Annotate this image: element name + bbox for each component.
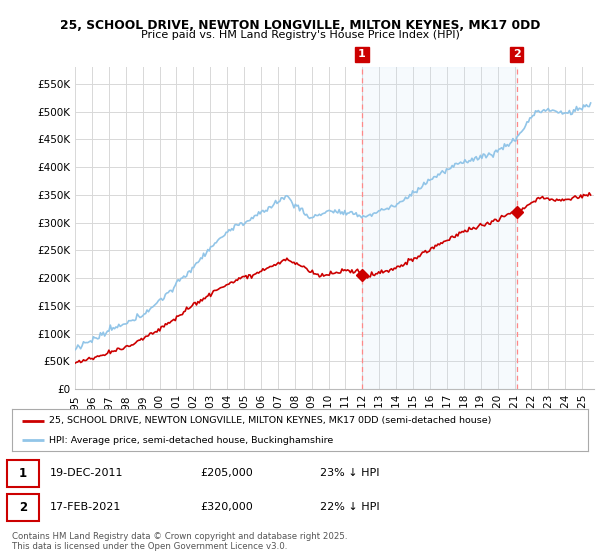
Text: 25, SCHOOL DRIVE, NEWTON LONGVILLE, MILTON KEYNES, MK17 0DD: 25, SCHOOL DRIVE, NEWTON LONGVILLE, MILT… [60, 19, 540, 32]
Text: £205,000: £205,000 [200, 468, 253, 478]
Text: 22% ↓ HPI: 22% ↓ HPI [320, 502, 380, 512]
Text: 25, SCHOOL DRIVE, NEWTON LONGVILLE, MILTON KEYNES, MK17 0DD (semi-detached house: 25, SCHOOL DRIVE, NEWTON LONGVILLE, MILT… [49, 416, 492, 425]
Text: 2: 2 [513, 49, 521, 59]
Text: HPI: Average price, semi-detached house, Buckinghamshire: HPI: Average price, semi-detached house,… [49, 436, 334, 445]
Text: 23% ↓ HPI: 23% ↓ HPI [320, 468, 380, 478]
Text: 2: 2 [19, 501, 27, 514]
Text: 1: 1 [19, 466, 27, 480]
Text: Price paid vs. HM Land Registry's House Price Index (HPI): Price paid vs. HM Land Registry's House … [140, 30, 460, 40]
FancyBboxPatch shape [7, 494, 39, 521]
Text: 17-FEB-2021: 17-FEB-2021 [50, 502, 121, 512]
FancyBboxPatch shape [7, 460, 39, 487]
Bar [362, 67, 517, 389]
Text: 1: 1 [358, 49, 366, 59]
Text: Contains HM Land Registry data © Crown copyright and database right 2025.
This d: Contains HM Land Registry data © Crown c… [12, 532, 347, 552]
Text: 19-DEC-2011: 19-DEC-2011 [50, 468, 124, 478]
Text: £320,000: £320,000 [200, 502, 253, 512]
